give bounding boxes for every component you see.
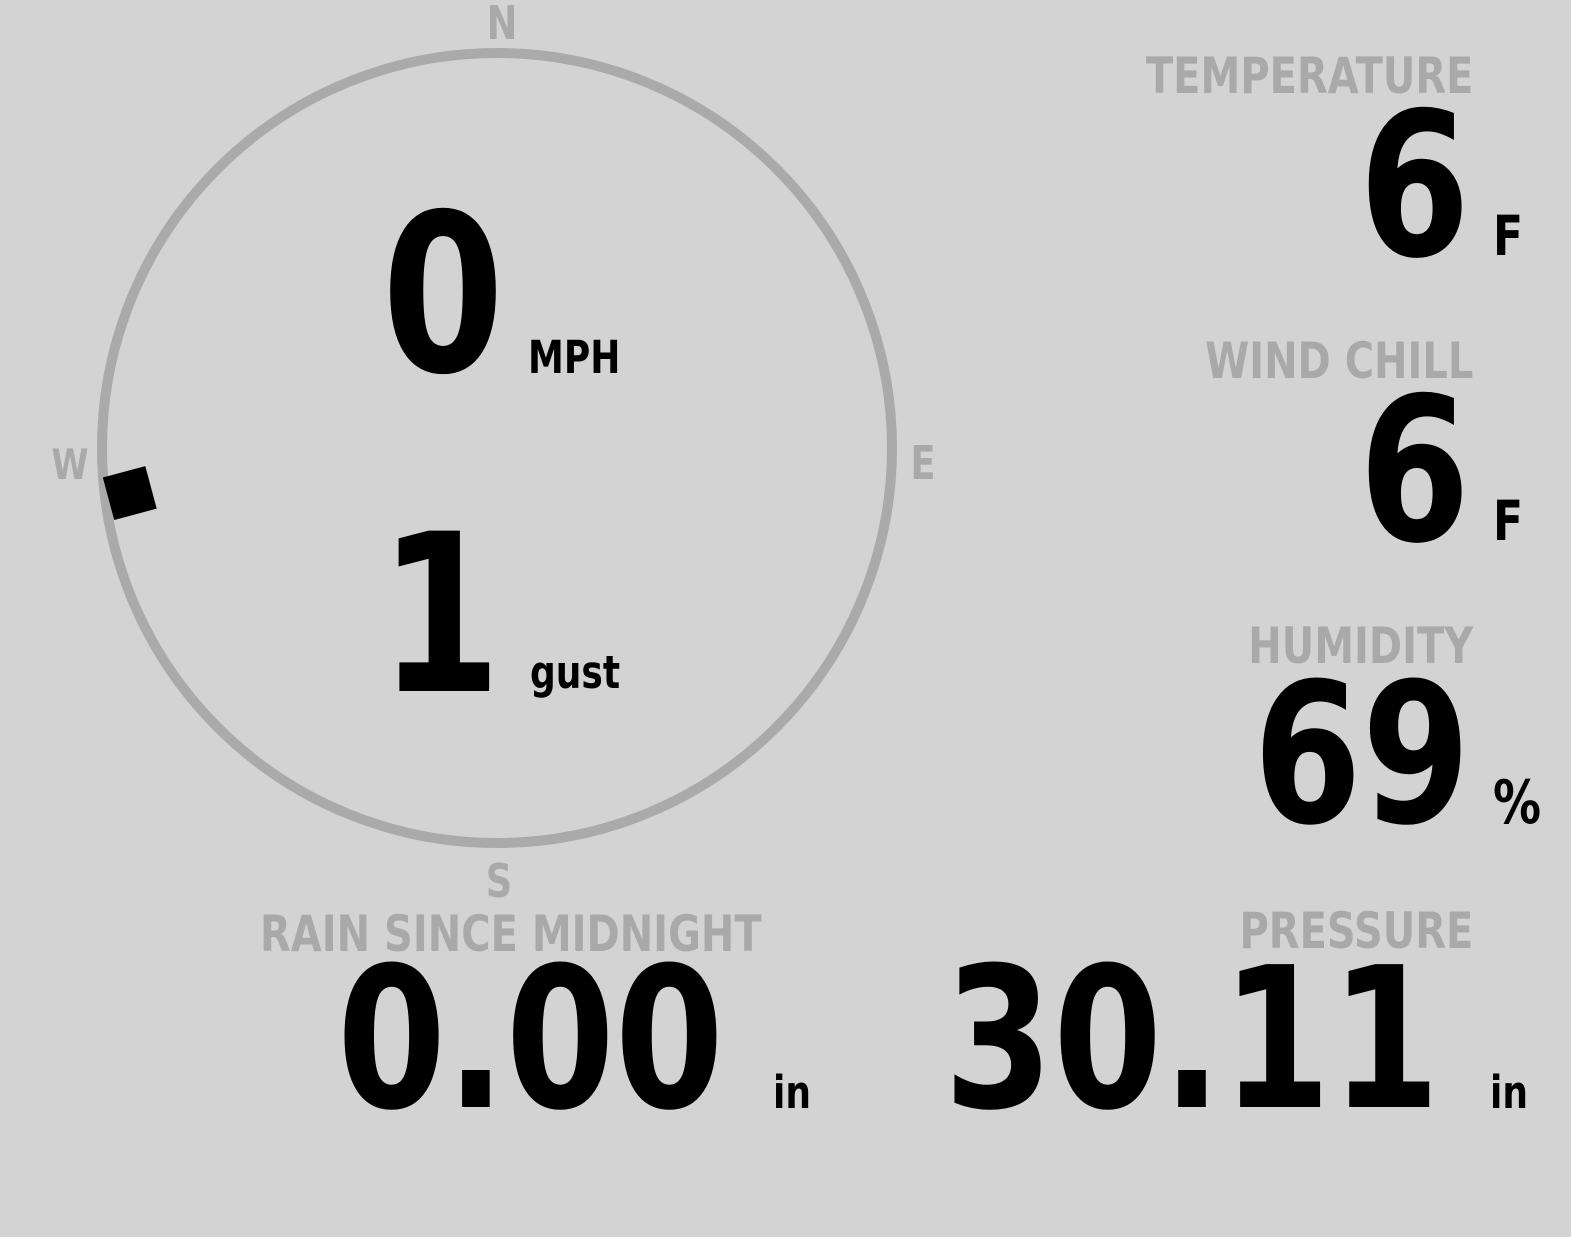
- humidity-unit: %: [1493, 768, 1542, 838]
- humidity-value: 69: [1252, 641, 1470, 868]
- rain-unit: in: [773, 1066, 811, 1119]
- wind-chill-value: 6: [1358, 355, 1470, 588]
- pressure-value: 30.11: [944, 926, 1440, 1154]
- compass-south: S: [485, 854, 513, 908]
- compass-east: E: [910, 436, 936, 490]
- pressure-unit: in: [1490, 1066, 1528, 1119]
- compass-ring: [97, 48, 897, 848]
- temperature-label: TEMPERATURE: [1145, 47, 1473, 105]
- wind-direction-indicator: [102, 466, 157, 521]
- pressure-label: PRESSURE: [1239, 902, 1473, 960]
- temperature-unit: F: [1493, 204, 1524, 268]
- compass-west: W: [51, 440, 89, 489]
- rain-value: 0.00: [337, 926, 724, 1154]
- compass-north: N: [486, 0, 518, 50]
- temperature-value: 6: [1358, 70, 1470, 303]
- wind-gust-unit: gust: [530, 646, 621, 699]
- humidity-label: HUMIDITY: [1248, 617, 1473, 675]
- wind-chill-unit: F: [1493, 489, 1524, 553]
- wind-gust-value: 1: [378, 487, 502, 743]
- wind-speed-unit: MPH: [528, 331, 621, 384]
- wind-speed-value: 0: [381, 167, 505, 423]
- rain-label: RAIN SINCE MIDNIGHT: [260, 905, 762, 963]
- wind-chill-label: WIND CHILL: [1204, 332, 1473, 390]
